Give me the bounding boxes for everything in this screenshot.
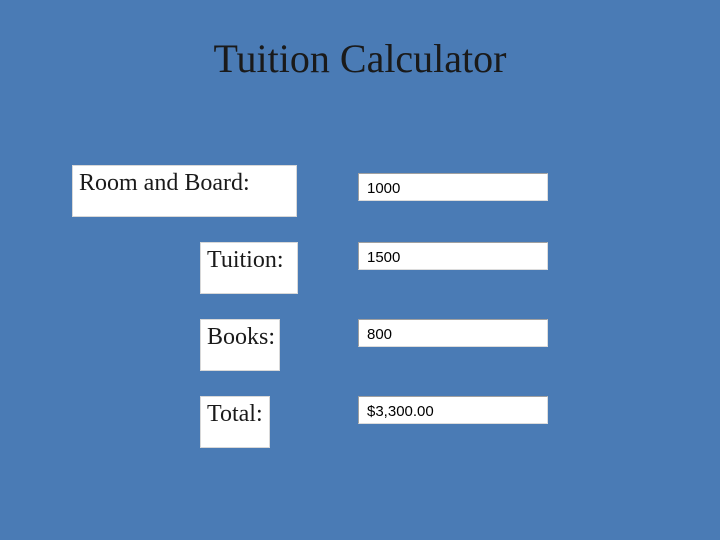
label-total: Total: bbox=[200, 396, 270, 448]
row-books: Books: 800 bbox=[0, 319, 720, 371]
calculator-form: Room and Board: 1000 Tuition: 1500 Books… bbox=[0, 165, 720, 473]
label-books: Books: bbox=[200, 319, 280, 371]
label-room-board: Room and Board: bbox=[72, 165, 297, 217]
input-books[interactable]: 800 bbox=[358, 319, 548, 347]
row-total: Total: $3,300.00 bbox=[0, 396, 720, 448]
output-total: $3,300.00 bbox=[358, 396, 548, 424]
row-tuition: Tuition: 1500 bbox=[0, 242, 720, 294]
page-title: Tuition Calculator bbox=[0, 0, 720, 82]
row-room-board: Room and Board: 1000 bbox=[0, 165, 720, 217]
input-tuition[interactable]: 1500 bbox=[358, 242, 548, 270]
input-room-board[interactable]: 1000 bbox=[358, 173, 548, 201]
label-tuition: Tuition: bbox=[200, 242, 298, 294]
